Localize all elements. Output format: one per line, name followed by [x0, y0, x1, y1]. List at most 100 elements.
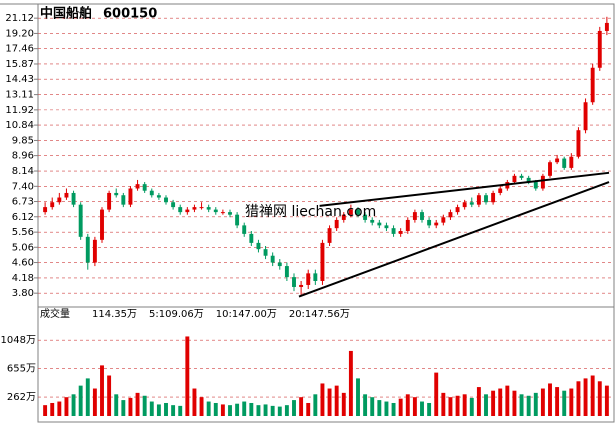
volume-bar	[363, 394, 368, 416]
volume-bar	[64, 397, 69, 416]
candle-body	[455, 207, 460, 213]
volume-bar	[50, 402, 55, 416]
volume-bar	[540, 388, 545, 416]
y-tick-label: 10.84	[5, 120, 34, 131]
volume-bar	[78, 385, 83, 416]
watermark: 猎禅网 liechan.com	[245, 204, 376, 220]
candle-body	[441, 217, 446, 223]
volume-bar	[142, 395, 147, 416]
candle-body	[327, 228, 332, 243]
y-tick-label: 3.80	[12, 288, 34, 299]
y-tick-label: 8.14	[12, 166, 34, 177]
candle-body	[363, 214, 368, 220]
volume-bar	[441, 392, 446, 416]
candle-body	[576, 130, 581, 157]
volume-bar	[270, 405, 275, 416]
candle-body	[306, 273, 311, 285]
volume-bar	[135, 392, 140, 416]
volume-bar	[484, 394, 488, 416]
volume-bar	[391, 402, 396, 416]
candle-body	[498, 188, 503, 193]
volume-bar	[149, 401, 154, 416]
candle-body	[263, 249, 268, 256]
candle-body	[256, 242, 261, 250]
volume-legend: 5:109.06万	[149, 309, 204, 320]
volume-bar	[284, 405, 289, 416]
volume-bar	[235, 403, 240, 416]
volume-label: 成交量	[40, 307, 70, 320]
volume-bar	[505, 385, 510, 416]
y-tick-label: 17.46	[5, 44, 34, 55]
candle-body	[149, 190, 154, 196]
candle-body	[548, 162, 552, 176]
candle-body	[92, 239, 97, 263]
volume-bar	[57, 401, 62, 416]
volume-bar	[320, 383, 325, 416]
volume-tick-label: 1048万	[1, 335, 36, 346]
candle-body	[142, 184, 147, 191]
candle-body	[178, 207, 183, 213]
volume-bar	[43, 405, 48, 416]
frame	[37, 3, 615, 423]
candle-body	[569, 156, 574, 168]
candle-body	[491, 192, 496, 203]
candle-body	[597, 30, 602, 68]
volume-bar	[356, 378, 360, 416]
candle-body	[469, 202, 474, 205]
candle-body	[562, 158, 567, 168]
candle-body	[398, 231, 403, 234]
candle-body	[299, 284, 304, 287]
volume-bar	[512, 390, 517, 416]
volume-bar	[327, 388, 332, 416]
candle-body	[476, 195, 481, 205]
volume-bar	[242, 401, 247, 416]
volume-bar	[448, 397, 453, 416]
volume-bar	[569, 388, 574, 416]
y-tick-label: 9.85	[12, 135, 34, 146]
volume-bar	[128, 397, 133, 416]
volume-bar	[156, 404, 161, 416]
candle-body	[405, 219, 410, 232]
candle-body	[583, 102, 588, 131]
volume-tick-label: 655万	[7, 364, 36, 375]
candle-body	[85, 236, 90, 263]
volume-bar	[256, 405, 261, 416]
volume-bar	[384, 401, 389, 416]
candle-body	[484, 195, 488, 203]
candle-body	[348, 209, 353, 215]
candle-body	[533, 182, 538, 189]
volume-bar	[462, 394, 467, 416]
candle-body	[57, 197, 62, 203]
volume-bar	[277, 406, 282, 416]
volume-bar	[434, 372, 439, 416]
volume-bar	[306, 402, 311, 416]
trendline	[319, 171, 610, 207]
volume-bar	[71, 394, 76, 416]
volume-bar	[526, 395, 531, 416]
candle-body	[220, 212, 225, 214]
candle-body	[512, 175, 517, 183]
volume-tick-label: 262万	[7, 392, 36, 403]
candle-body	[242, 225, 247, 234]
candle-body	[427, 219, 432, 226]
volume-bar	[299, 397, 304, 416]
volume-bar	[583, 378, 588, 416]
y-tick-label: 19.20	[5, 28, 34, 39]
candle-body	[356, 209, 360, 215]
volume-bar	[405, 394, 410, 416]
volume-bar	[85, 378, 90, 416]
candle-body	[235, 214, 240, 226]
volume-bar	[341, 392, 346, 416]
volume-bar	[313, 394, 318, 416]
candle-body	[78, 204, 83, 237]
volume-bar	[491, 390, 496, 416]
candle-body	[50, 202, 55, 208]
y-tick-label: 5.06	[12, 242, 34, 253]
volume-legend: 114.35万	[92, 309, 137, 320]
candle-body	[100, 209, 104, 240]
chart-title: 中国船舶	[40, 6, 92, 22]
candle-body	[540, 175, 545, 189]
candle-body	[206, 207, 211, 210]
candle-body	[555, 158, 560, 163]
